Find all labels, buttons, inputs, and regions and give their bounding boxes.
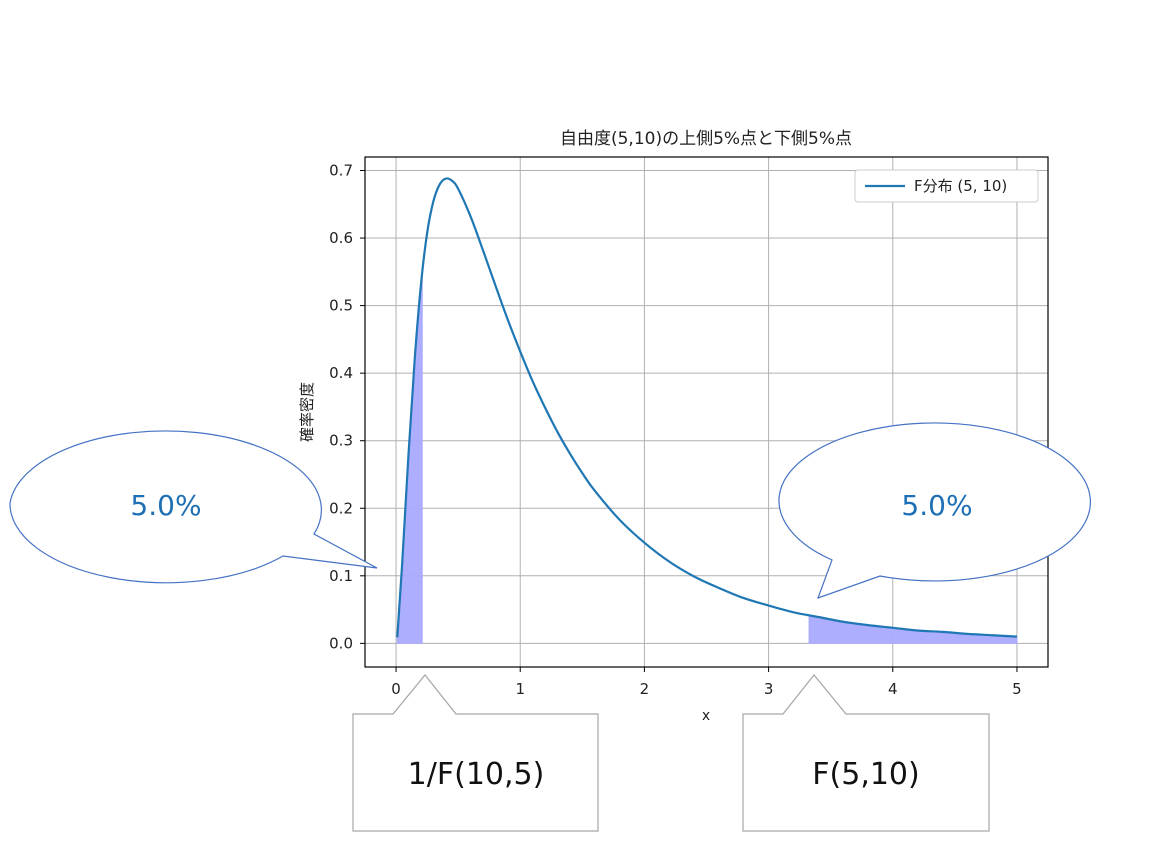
x-tick-label: 2 xyxy=(640,680,650,698)
left-box-text: 1/F(10,5) xyxy=(408,757,545,792)
x-tick-label: 4 xyxy=(888,680,898,698)
grid-lines xyxy=(365,157,1048,667)
x-tick-label: 5 xyxy=(1012,680,1022,698)
left-bubble-text: 5.0% xyxy=(130,489,201,522)
y-tick-label: 0.0 xyxy=(329,634,353,652)
y-tick-label: 0.4 xyxy=(329,364,353,382)
left-quantile-callout: 1/F(10,5) xyxy=(352,674,599,832)
x-tick-label: 1 xyxy=(515,680,525,698)
right-box-text: F(5,10) xyxy=(812,757,919,792)
x-tick-label: 3 xyxy=(764,680,774,698)
x-tick-label: 0 xyxy=(391,680,401,698)
y-tick-label: 0.5 xyxy=(329,297,353,315)
y-axis-label: 確率密度 xyxy=(298,382,316,442)
y-tick-label: 0.3 xyxy=(329,432,353,450)
left-speech-bubble xyxy=(9,430,378,584)
axis-ticks: 0 1 2 3 4 5 0.0 0.1 0.2 0.3 0.4 0.5 0.6 0.7 xyxy=(329,162,1022,698)
right-bubble-text: 5.0% xyxy=(901,489,972,522)
legend-box xyxy=(854,169,1039,203)
right-callout-box xyxy=(742,674,990,832)
y-tick-label: 0.6 xyxy=(329,229,353,247)
y-tick-label: 0.7 xyxy=(329,162,353,180)
f-distribution-line xyxy=(396,177,1018,638)
left-callout-box xyxy=(352,674,599,832)
y-tick-label: 0.1 xyxy=(329,567,353,585)
y-tick-label: 0.2 xyxy=(329,499,353,517)
legend: F分布 (5, 10) xyxy=(854,169,1039,203)
left-tail-callout: 5.0% xyxy=(9,430,378,584)
series-lines xyxy=(396,177,1018,638)
x-axis-label: x xyxy=(702,708,710,724)
plot-frame xyxy=(364,156,1049,668)
right-tail-callout: 5.0% xyxy=(778,422,1092,599)
chart-title: 自由度(5,10)の上側5%点と下側5%点 xyxy=(560,129,852,149)
right-quantile-callout: F(5,10) xyxy=(742,674,990,832)
right-speech-bubble xyxy=(778,422,1092,599)
legend-label: F分布 (5, 10) xyxy=(914,177,1007,195)
